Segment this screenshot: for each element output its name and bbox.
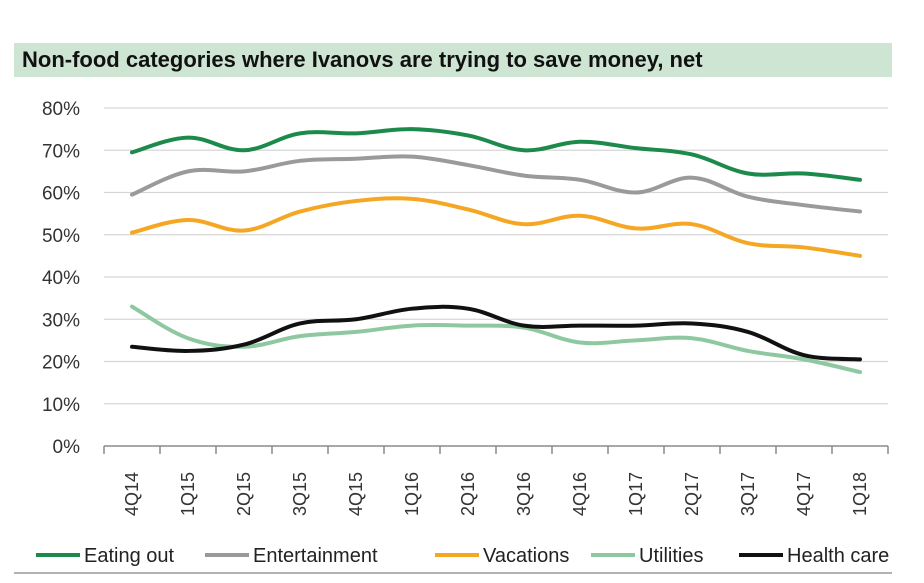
legend-label-eating-out: Eating out <box>84 545 175 567</box>
legend-label-health-care: Health care <box>787 545 889 567</box>
x-tick-label: 3Q16 <box>514 472 534 516</box>
x-tick-label: 2Q17 <box>682 472 702 516</box>
legend-label-entertainment: Entertainment <box>253 545 378 567</box>
x-tick-label: 3Q17 <box>738 472 758 516</box>
grid-lines <box>104 107 888 405</box>
x-tick-label: 4Q14 <box>122 472 142 516</box>
y-tick-label: 70% <box>42 141 80 162</box>
y-axis-ticks: 0% 10% 20% 30% 40% 50% 60% 70% 80% <box>42 99 80 458</box>
y-tick-label: 60% <box>42 184 80 205</box>
y-tick-label: 10% <box>42 395 80 416</box>
legend-label-vacations: Vacations <box>483 545 569 567</box>
x-tick-label: 4Q17 <box>794 472 814 516</box>
x-tick-label: 4Q15 <box>346 472 366 516</box>
series-line-vacations <box>130 196 862 258</box>
y-tick-label: 50% <box>42 226 80 247</box>
x-tick-label: 1Q17 <box>626 472 646 516</box>
y-tick-label: 20% <box>42 353 80 374</box>
series-line-eating-out <box>130 127 862 182</box>
legend-label-utilities: Utilities <box>639 545 703 567</box>
series-line-utilities <box>130 304 862 375</box>
x-tick-label: 3Q15 <box>290 472 310 516</box>
y-tick-label: 0% <box>53 437 81 458</box>
x-tick-label: 2Q15 <box>234 472 254 516</box>
x-axis-ticks: 4Q14 1Q15 2Q15 3Q15 4Q15 1Q16 2Q16 3Q16 4Q16 1Q17… <box>122 472 870 516</box>
y-tick-label: 40% <box>42 268 80 289</box>
x-tick-label: 1Q18 <box>850 472 870 516</box>
chart-title-bar: Non-food categories where Ivanovs are tr… <box>14 43 892 77</box>
chart-title: Non-food categories where Ivanovs are tr… <box>22 47 703 72</box>
y-tick-label: 80% <box>42 99 80 120</box>
series-lines <box>130 127 862 375</box>
x-tick-label: 4Q16 <box>570 472 590 516</box>
x-tick-label: 1Q15 <box>178 472 198 516</box>
x-tick-label: 2Q16 <box>458 472 478 516</box>
x-axis <box>103 445 889 454</box>
y-tick-label: 30% <box>42 310 80 331</box>
series-line-health-care <box>130 304 862 362</box>
series-line-entertainment <box>130 154 862 214</box>
legend: Eating out Entertainment Vacations Utilitie… <box>36 545 889 567</box>
x-tick-label: 1Q16 <box>402 472 422 516</box>
